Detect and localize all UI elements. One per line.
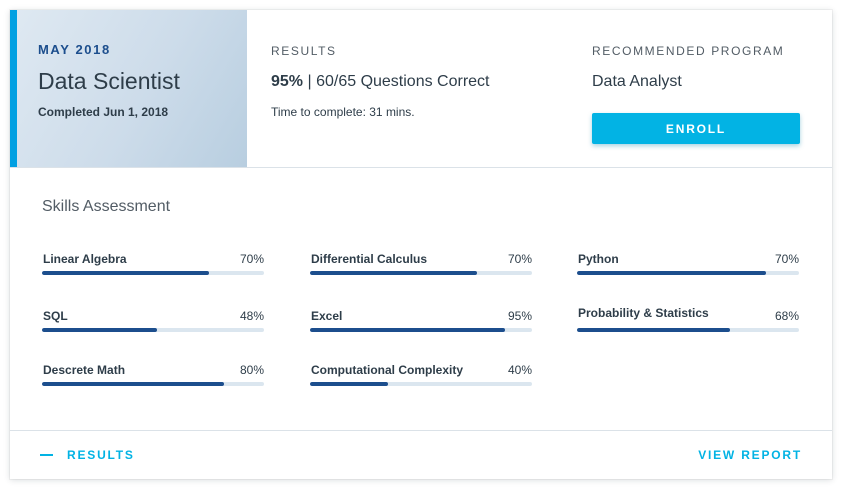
skill-progress-fill	[42, 271, 209, 275]
skill-name: Differential Calculus	[311, 252, 428, 266]
skill-percent: 40%	[507, 363, 532, 377]
skill-item: Differential Calculus 70%	[310, 252, 532, 282]
skill-name: Probability & Statistics	[578, 306, 709, 320]
skill-progress-track	[310, 328, 532, 332]
skill-progress-fill	[577, 271, 766, 275]
skill-progress-fill	[310, 271, 477, 275]
assessment-summary-panel: MAY 2018 Data Scientist Completed Jun 1,…	[10, 10, 247, 167]
skill-progress-track	[577, 271, 799, 275]
results-score: 95% | 60/65 Questions Correct	[271, 73, 490, 91]
assessment-title: Data Scientist	[38, 68, 180, 94]
skill-progress-track	[42, 271, 264, 275]
card-header: MAY 2018 Data Scientist Completed Jun 1,…	[10, 10, 832, 168]
skill-progress-fill	[42, 382, 225, 386]
skill-item: Probability & Statistics 68%	[577, 306, 799, 336]
minus-icon	[40, 454, 53, 456]
skill-name: Python	[578, 252, 619, 266]
recommended-program-name: Data Analyst	[592, 73, 682, 90]
skill-progress-fill	[310, 328, 506, 332]
skill-progress-track	[310, 271, 532, 275]
skill-percent: 68%	[774, 309, 799, 323]
completion-date: Completed Jun 1, 2018	[38, 105, 169, 119]
skill-item: Python 70%	[577, 252, 799, 282]
skill-name: Excel	[311, 309, 343, 323]
skill-name: Computational Complexity	[311, 363, 464, 377]
skill-percent: 80%	[239, 363, 264, 377]
skills-assessment-heading: Skills Assessment	[42, 198, 171, 215]
skill-progress-fill	[310, 382, 388, 386]
skill-percent: 95%	[507, 309, 532, 323]
skill-item: Descrete Math 80%	[42, 363, 264, 393]
assessment-date: MAY 2018	[38, 42, 111, 57]
skill-item: Excel 95%	[310, 309, 532, 339]
skill-percent: 48%	[239, 309, 264, 323]
skill-item: Computational Complexity 40%	[310, 363, 532, 393]
skill-progress-track	[42, 382, 264, 386]
skill-progress-track	[577, 328, 799, 332]
results-label: RESULTS	[271, 44, 337, 58]
view-report-link[interactable]: VIEW REPORT	[698, 448, 802, 462]
recommended-program-label: RECOMMENDED PROGRAM	[592, 44, 785, 58]
skill-progress-fill	[577, 328, 731, 332]
skill-name: Linear Algebra	[43, 252, 127, 266]
skill-item: SQL 48%	[42, 309, 264, 339]
enroll-button[interactable]: ENROLL	[592, 113, 800, 144]
score-separator: |	[303, 73, 317, 90]
skill-progress-track	[42, 328, 264, 332]
assessment-card: MAY 2018 Data Scientist Completed Jun 1,…	[10, 10, 832, 479]
skill-progress-track	[310, 382, 532, 386]
time-to-complete: Time to complete: 31 mins.	[271, 105, 415, 119]
accent-bar	[10, 10, 17, 167]
skill-percent: 70%	[774, 252, 799, 266]
questions-correct: 60/65 Questions Correct	[316, 73, 490, 90]
skill-name: SQL	[43, 309, 68, 323]
results-toggle[interactable]: RESULTS	[40, 448, 135, 462]
card-footer: RESULTS VIEW REPORT	[10, 430, 832, 480]
skill-name: Descrete Math	[43, 363, 126, 377]
skill-percent: 70%	[507, 252, 532, 266]
skill-percent: 70%	[239, 252, 264, 266]
score-percent: 95%	[271, 73, 304, 90]
results-toggle-label: RESULTS	[67, 448, 135, 462]
skill-progress-fill	[42, 328, 158, 332]
skill-item: Linear Algebra 70%	[42, 252, 264, 282]
